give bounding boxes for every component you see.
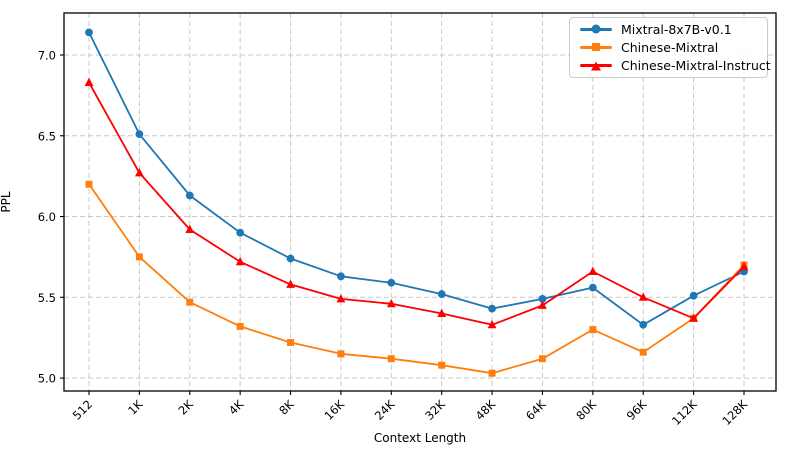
data-point-s0-24K — [387, 278, 396, 287]
legend-item-chinese-mixtral-instruct: Chinese-Mixtral-Instruct — [580, 57, 771, 75]
data-point-s0-32K — [437, 290, 446, 298]
data-point-s0-1K — [135, 130, 144, 139]
data-point-s0-96K — [639, 320, 648, 329]
x-tick-label: 1K — [125, 397, 146, 418]
x-tick-label: 24K — [372, 397, 398, 423]
y-axis-label: PPL — [0, 191, 13, 213]
data-point-s1-48K — [488, 369, 496, 377]
x-axis-label: Context Length — [373, 431, 467, 445]
y-tick-label: 5.5 — [38, 291, 56, 305]
x-tick-label: 4K — [226, 397, 247, 418]
x-tick-label: 80K — [573, 397, 599, 423]
x-tick-label: 8K — [276, 397, 297, 418]
x-tick-label: 64K — [523, 397, 549, 423]
legend-item-chinese-mixtral: Chinese-Mixtral — [580, 38, 767, 56]
x-tick-label: 112K — [669, 397, 700, 428]
legend-line-sample — [580, 24, 612, 34]
data-point-s0-48K — [488, 304, 496, 313]
data-point-s2-128K — [739, 261, 749, 271]
legend-line-sample — [580, 43, 612, 52]
data-point-s1-80K — [589, 326, 597, 334]
data-point-s2-64K — [538, 300, 547, 309]
data-point-s1-64K — [538, 355, 546, 363]
data-point-s2-16K — [336, 294, 346, 303]
data-point-s2-96K — [638, 292, 648, 301]
data-point-s0-512 — [85, 28, 93, 37]
data-point-s0-8K — [286, 254, 295, 263]
legend-item-mixtral-8x7b: Mixtral-8x7B-v0.1 — [580, 20, 767, 38]
legend: Mixtral-8x7B-v0.1 Chinese-Mixtral Chines… — [569, 17, 771, 78]
data-point-s1-8K — [287, 339, 295, 347]
data-point-s2-2K — [185, 224, 195, 233]
data-point-s1-32K — [438, 361, 446, 369]
data-point-s2-1K — [134, 168, 144, 177]
data-point-s1-512 — [85, 180, 93, 188]
x-tick-label: 2K — [175, 397, 196, 418]
plot-border — [63, 12, 777, 392]
x-tick-label: 32K — [422, 397, 448, 423]
triangle-marker-icon — [591, 61, 601, 71]
data-point-s2-4K — [235, 256, 245, 266]
data-point-s0-4K — [236, 228, 245, 237]
x-tick-label: 512 — [70, 397, 95, 422]
data-point-s0-16K — [337, 272, 345, 281]
data-point-s2-24K — [386, 298, 396, 308]
y-tick-label: 6.5 — [38, 129, 56, 143]
series-line-0 — [88, 32, 745, 326]
data-point-s2-8K — [286, 279, 295, 288]
legend-label: Chinese-Mixtral — [621, 39, 719, 55]
data-point-s1-2K — [186, 298, 194, 306]
data-point-s1-4K — [236, 322, 244, 330]
data-point-s0-64K — [538, 295, 547, 303]
data-point-s2-80K — [588, 266, 598, 275]
data-point-s2-48K — [487, 319, 497, 329]
legend-label: Chinese-Mixtral-Instruct — [621, 58, 771, 74]
series-line-2 — [88, 82, 745, 326]
data-point-s2-32K — [437, 308, 447, 317]
data-point-s1-24K — [387, 355, 395, 363]
square-marker-icon — [592, 43, 600, 52]
y-tick-label: 7.0 — [38, 49, 56, 63]
data-point-s1-1K — [135, 253, 143, 261]
legend-line-sample — [580, 61, 612, 71]
legend-label: Mixtral-8x7B-v0.1 — [621, 21, 732, 37]
data-point-s2-512 — [84, 77, 94, 86]
data-point-s0-80K — [588, 283, 597, 292]
circle-marker-icon — [591, 24, 601, 34]
x-tick-label: 16K — [321, 397, 347, 423]
data-point-s1-16K — [337, 350, 345, 358]
data-point-s2-112K — [689, 313, 699, 322]
data-point-s0-2K — [185, 191, 194, 200]
x-tick-label: 128K — [719, 397, 750, 428]
y-tick-label: 5.0 — [38, 372, 56, 386]
data-point-s1-96K — [639, 348, 647, 356]
data-point-s0-112K — [689, 291, 698, 300]
series-line-1 — [88, 183, 745, 375]
y-tick-label: 6.0 — [38, 210, 56, 224]
x-tick-label: 96K — [624, 397, 650, 423]
x-tick-label: 48K — [473, 397, 499, 423]
